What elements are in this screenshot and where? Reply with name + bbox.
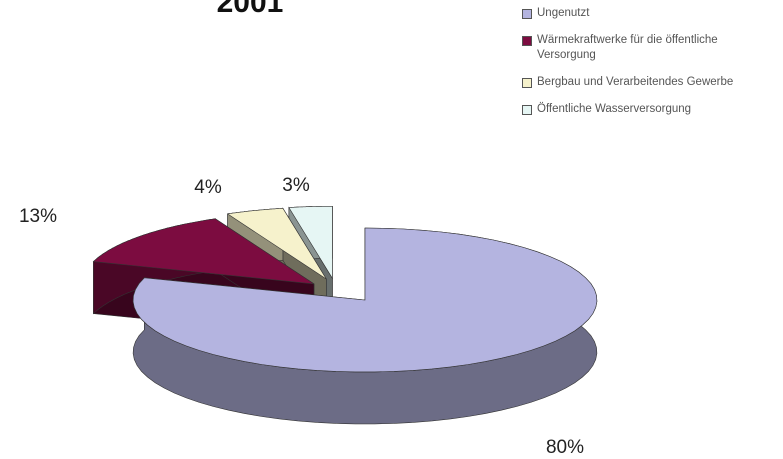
legend-label: Öffentliche Wasserversorgung [537, 103, 692, 115]
data-label: 80% [546, 437, 584, 458]
legend-label: Ungenutzt [537, 7, 590, 19]
data-label: 4% [194, 177, 222, 198]
legend-label: Bergbau und Verarbeitendes Gewerbe [537, 76, 734, 88]
legend-swatch [522, 9, 532, 19]
legend-swatch [522, 36, 532, 46]
slice [92, 218, 315, 285]
slice [226, 207, 327, 280]
slice [132, 227, 598, 373]
legend-item: Ungenutzt [522, 6, 772, 21]
data-label: 3% [282, 175, 310, 196]
data-label: 13% [19, 206, 57, 227]
legend-item: Öffentliche Wasserversorgung [522, 102, 772, 117]
slice [288, 206, 333, 280]
legend-item: Wärmekraftwerke für die öffentliche Vers… [522, 33, 772, 63]
legend: Ungenutzt Wärmekraftwerke für die öffentl… [522, 6, 772, 129]
legend-label: Wärmekraftwerke für die öffentliche Vers… [537, 34, 718, 61]
chart-title: 2001 [217, 0, 284, 19]
legend-item: Bergbau und Verarbeitendes Gewerbe [522, 75, 772, 90]
slice-group [132, 227, 598, 425]
legend-swatch [522, 105, 532, 115]
legend-swatch [522, 78, 532, 88]
